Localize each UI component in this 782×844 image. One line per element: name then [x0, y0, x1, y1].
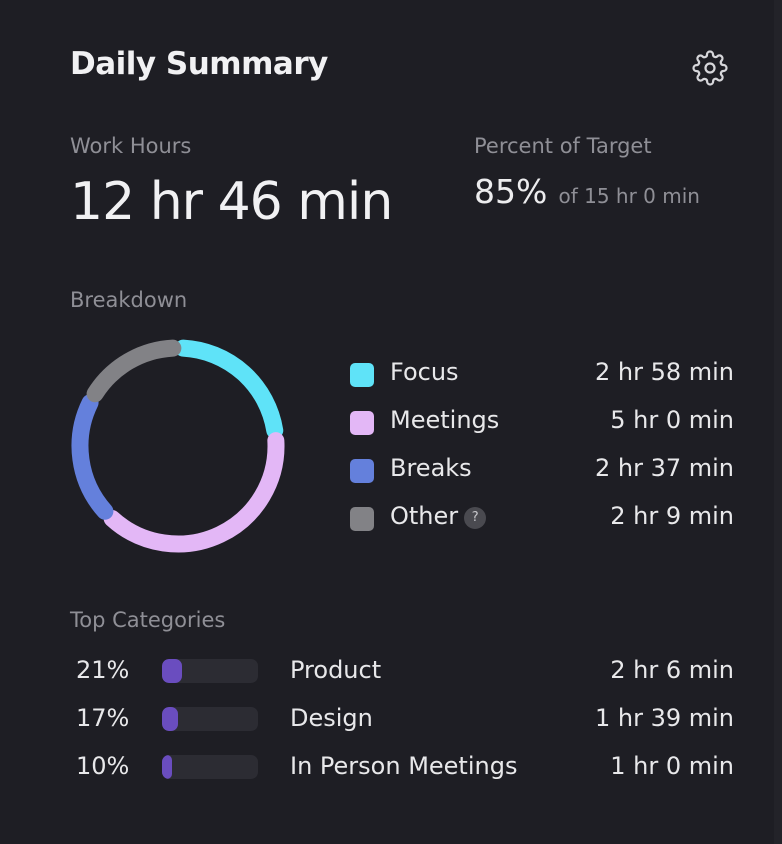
legend-label: Breaks — [390, 454, 472, 482]
legend-label: Other — [390, 502, 459, 530]
help-icon[interactable]: ? — [464, 507, 487, 529]
top-categories-list: 21% Product 2 hr 6 min 17% Design 1 hr 3… — [70, 652, 734, 796]
legend-item-focus[interactable]: Focus 2 hr 58 min — [350, 354, 734, 402]
legend-swatch — [350, 363, 374, 387]
category-row-product[interactable]: 21% Product 2 hr 6 min — [70, 652, 734, 700]
legend-swatch — [350, 507, 374, 531]
page-title: Daily Summary — [70, 46, 328, 82]
donut-segment-breaks — [71, 394, 114, 520]
legend-label: Meetings — [390, 406, 500, 434]
legend-item-meetings[interactable]: Meetings 5 hr 0 min — [350, 402, 734, 450]
category-name: Product — [290, 656, 382, 684]
category-row-design[interactable]: 17% Design 1 hr 39 min — [70, 700, 734, 748]
top-categories-label: Top Categories — [70, 608, 226, 632]
percent-of-target-label: Percent of Target — [474, 134, 652, 158]
category-percent: 10% — [76, 752, 130, 780]
category-progress-bar — [162, 755, 258, 779]
target-total-text: of 15 hr 0 min — [558, 184, 700, 208]
legend-label: Focus — [390, 358, 459, 386]
work-hours-value: 12 hr 46 min — [70, 172, 393, 232]
category-value: 1 hr 39 min — [594, 704, 734, 732]
category-name: Design — [290, 704, 373, 732]
legend-value: 2 hr 9 min — [610, 502, 734, 530]
legend-label-wrap: Other? — [390, 502, 487, 530]
legend-swatch — [350, 411, 374, 435]
legend-value: 2 hr 58 min — [594, 358, 734, 386]
donut-segment-other — [86, 339, 182, 403]
donut-segment-focus — [174, 339, 284, 439]
category-progress-fill — [162, 707, 179, 731]
breakdown-label: Breakdown — [70, 288, 188, 312]
legend-item-breaks[interactable]: Breaks 2 hr 37 min — [350, 450, 734, 498]
gear-icon[interactable] — [692, 50, 728, 86]
category-row-in-person-meetings[interactable]: 10% In Person Meetings 1 hr 0 min — [70, 748, 734, 796]
percent-of-target-value: 85% — [474, 172, 548, 211]
category-value: 1 hr 0 min — [610, 752, 734, 780]
category-name: In Person Meetings — [290, 752, 518, 780]
legend-item-other[interactable]: Other? 2 hr 9 min — [350, 498, 734, 546]
panel-edge — [774, 0, 782, 844]
category-progress-fill — [162, 659, 183, 683]
breakdown-donut-chart — [71, 339, 285, 553]
breakdown-legend: Focus 2 hr 58 min Meetings 5 hr 0 min Br… — [350, 354, 734, 546]
legend-swatch — [350, 459, 374, 483]
category-value: 2 hr 6 min — [610, 656, 734, 684]
work-hours-label: Work Hours — [70, 134, 192, 158]
legend-value: 5 hr 0 min — [610, 406, 734, 434]
category-percent: 17% — [76, 704, 130, 732]
category-progress-bar — [162, 707, 258, 731]
donut-segment-meetings — [103, 432, 285, 553]
category-progress-bar — [162, 659, 258, 683]
percent-of-target-row: 85% of 15 hr 0 min — [474, 172, 700, 211]
category-progress-fill — [162, 755, 172, 779]
category-percent: 21% — [76, 656, 130, 684]
legend-value: 2 hr 37 min — [594, 454, 734, 482]
